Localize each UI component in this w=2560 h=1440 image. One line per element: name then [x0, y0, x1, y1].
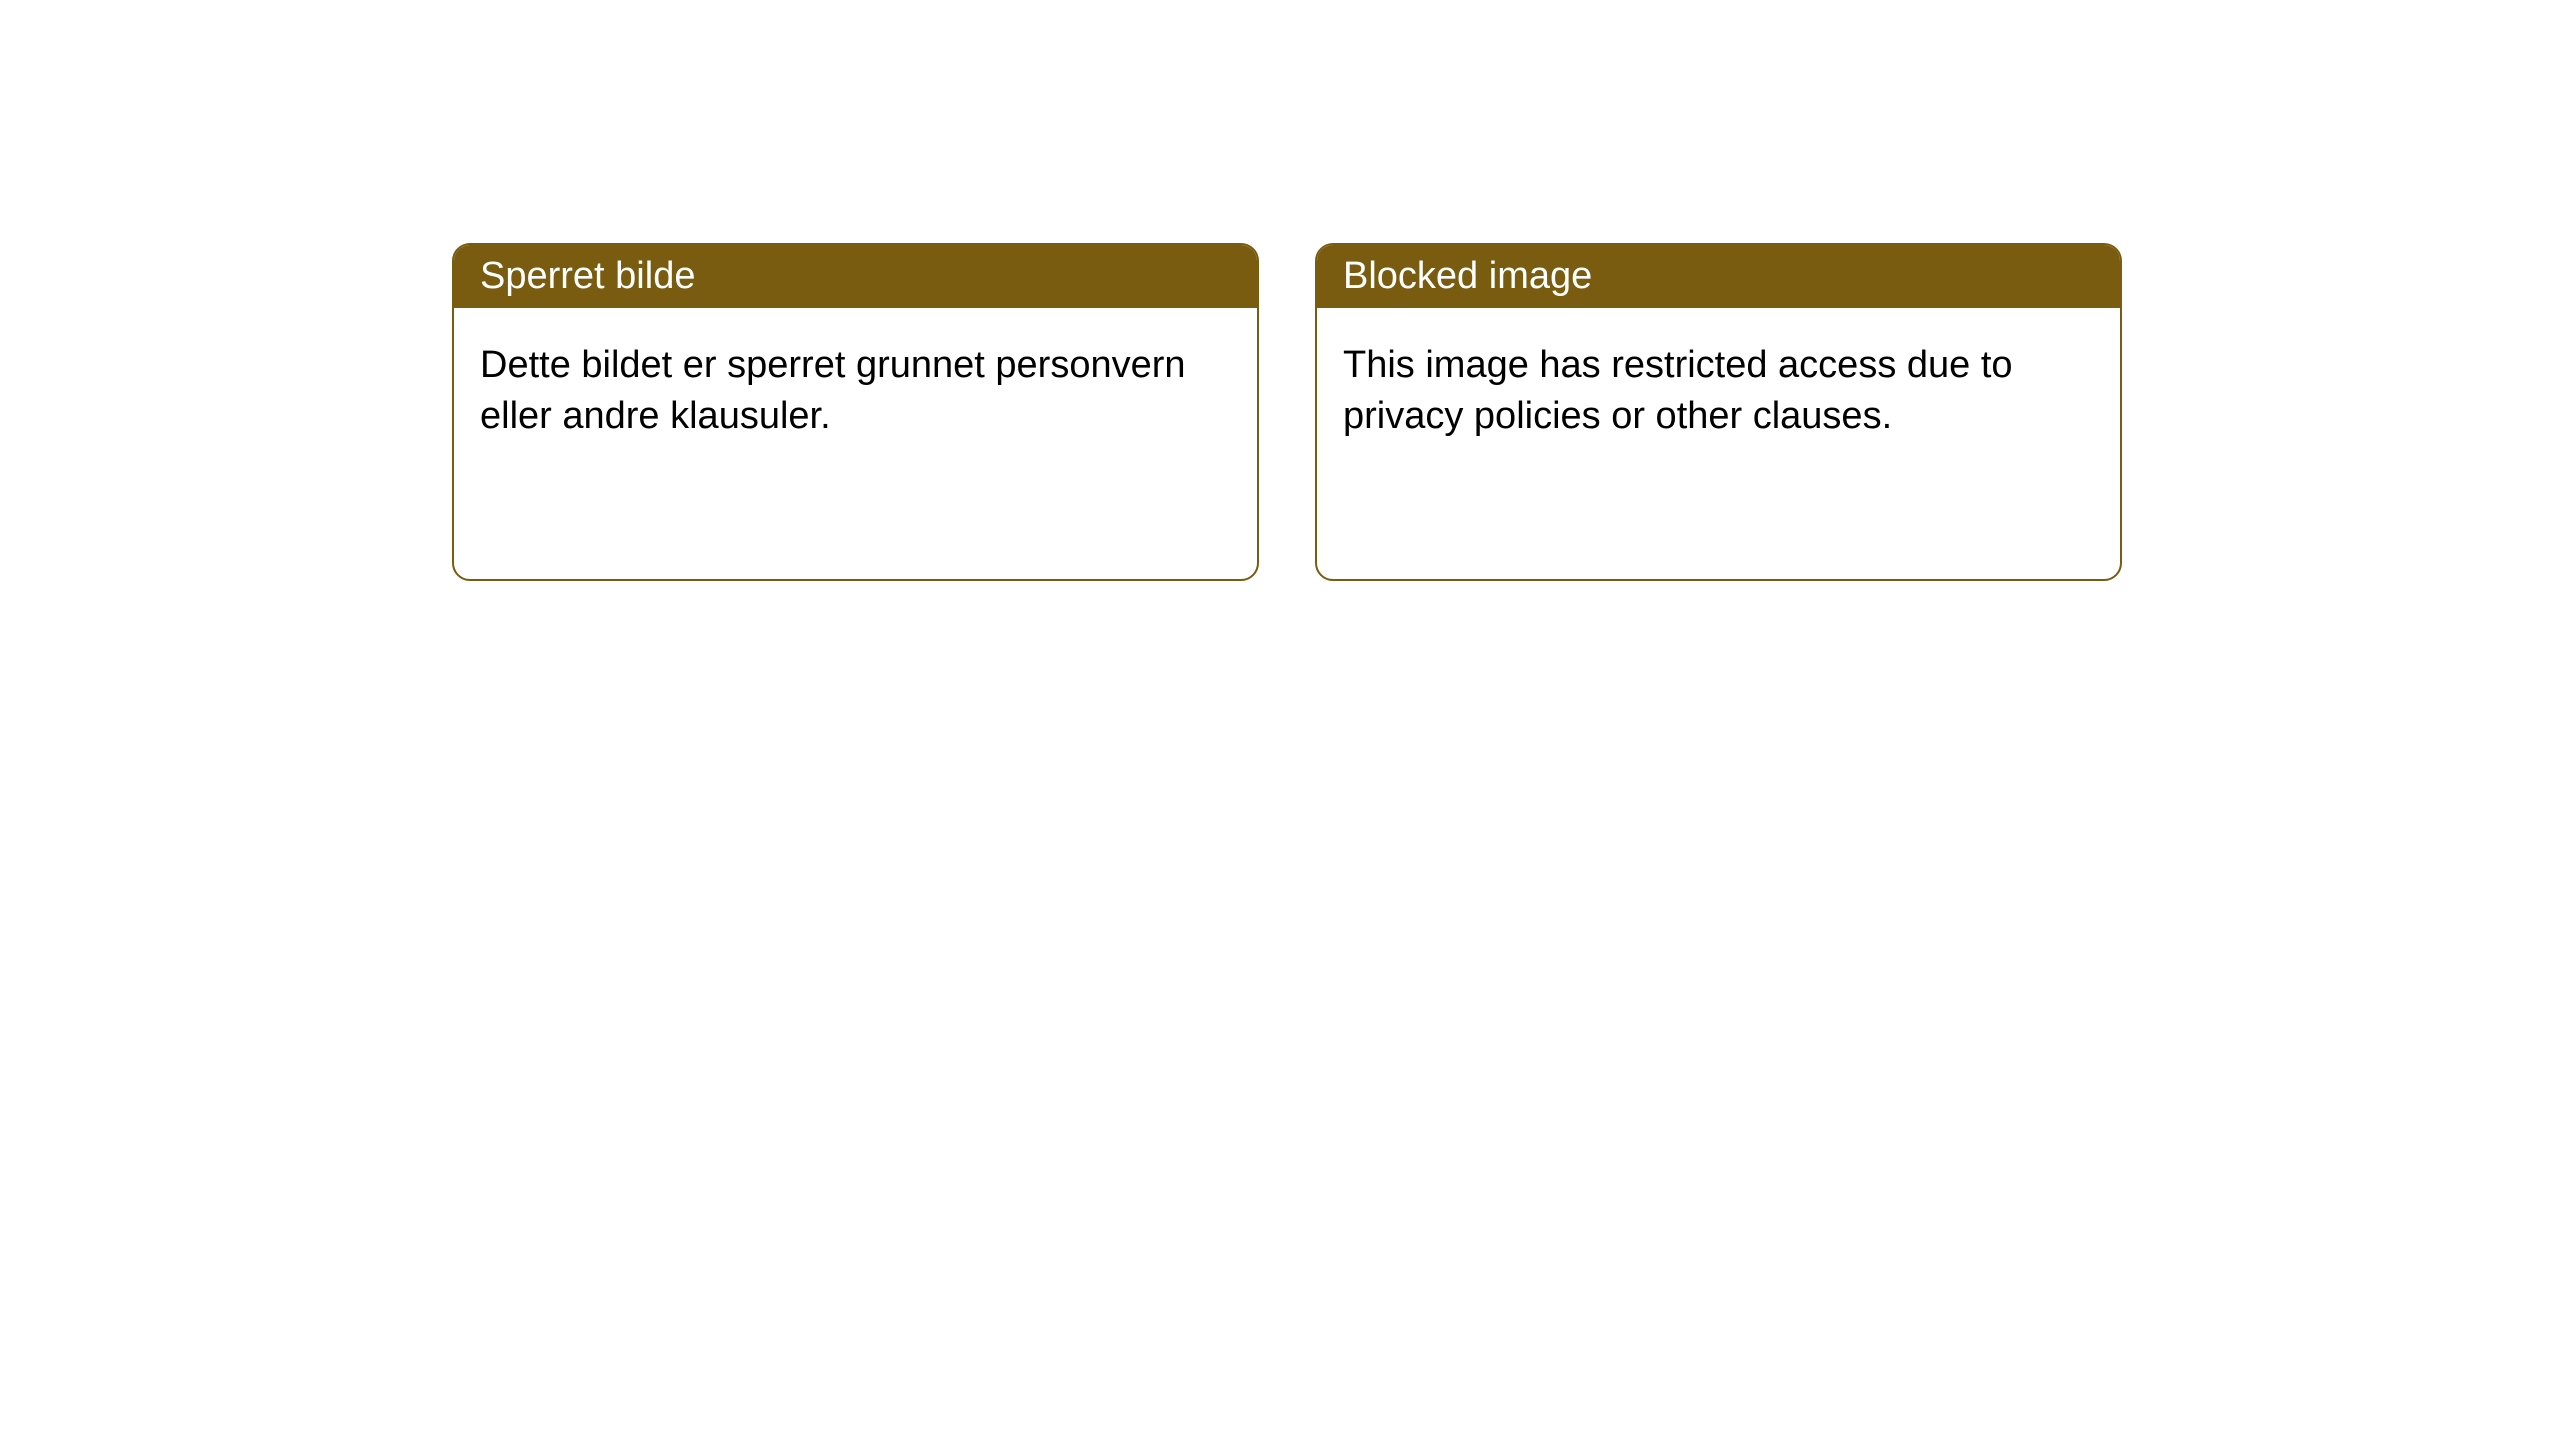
card-body: This image has restricted access due to …	[1317, 308, 2120, 475]
card-header: Blocked image	[1317, 245, 2120, 308]
card-header: Sperret bilde	[454, 245, 1257, 308]
card-title: Blocked image	[1343, 255, 1592, 297]
card-body-text: This image has restricted access due to …	[1343, 344, 2013, 437]
notice-container: Sperret bilde Dette bildet er sperret gr…	[0, 0, 2560, 581]
card-title: Sperret bilde	[480, 255, 695, 297]
notice-card-norwegian: Sperret bilde Dette bildet er sperret gr…	[452, 243, 1259, 581]
notice-card-english: Blocked image This image has restricted …	[1315, 243, 2122, 581]
card-body: Dette bildet er sperret grunnet personve…	[454, 308, 1257, 475]
card-body-text: Dette bildet er sperret grunnet personve…	[480, 344, 1186, 437]
